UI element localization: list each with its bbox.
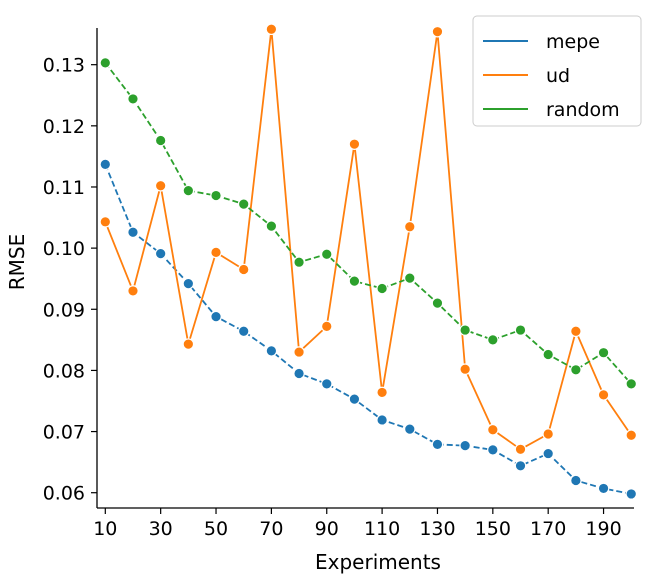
- data-point-random: [237, 198, 250, 210]
- data-point-ud: [597, 389, 610, 401]
- data-point-random: [431, 297, 444, 309]
- x-tick-label: 10: [93, 518, 117, 540]
- data-point-mepe: [431, 438, 444, 451]
- data-point-random: [265, 220, 278, 232]
- y-tick-label: 0.07: [43, 422, 85, 444]
- legend: mepe ud random: [472, 15, 642, 127]
- data-point-mepe: [459, 439, 471, 452]
- y-tick-label: 0.10: [43, 238, 85, 260]
- data-point-ud: [237, 263, 250, 276]
- data-point-ud: [514, 443, 527, 456]
- y-tick-label: 0.08: [43, 360, 85, 382]
- data-point-mepe: [625, 488, 638, 500]
- data-point-ud: [542, 428, 554, 440]
- y-axis-title: RMSE: [5, 234, 29, 290]
- data-point-mepe: [127, 226, 139, 239]
- data-point-mepe: [99, 158, 112, 171]
- data-point-mepe: [237, 325, 250, 338]
- data-point-mepe: [376, 414, 388, 426]
- y-tick-label: 0.09: [43, 299, 85, 321]
- data-point-ud: [403, 220, 416, 233]
- data-point-ud: [487, 423, 499, 436]
- data-point-ud: [127, 285, 139, 297]
- data-point-mepe: [570, 474, 582, 487]
- data-point-ud: [431, 25, 444, 38]
- data-point-random: [542, 348, 554, 361]
- data-point-ud: [293, 346, 305, 358]
- data-point-ud: [99, 216, 112, 228]
- x-tick-label: 130: [419, 518, 455, 540]
- y-tick-label: 0.12: [43, 116, 85, 138]
- data-point-random: [570, 364, 582, 376]
- data-point-random: [99, 57, 112, 69]
- legend-label-mepe: mepe: [546, 31, 600, 53]
- data-point-random: [597, 346, 610, 359]
- data-point-ud: [320, 320, 333, 333]
- data-point-random: [459, 324, 471, 336]
- data-point-ud: [265, 23, 278, 36]
- data-point-ud: [376, 386, 388, 399]
- data-point-mepe: [210, 310, 222, 323]
- data-point-mepe: [154, 247, 167, 260]
- data-point-mepe: [320, 378, 333, 390]
- data-point-mepe: [514, 460, 527, 472]
- x-tick-label: 170: [530, 518, 566, 540]
- data-point-ud: [182, 338, 195, 350]
- data-point-mepe: [542, 447, 554, 460]
- data-point-random: [514, 324, 527, 336]
- data-point-ud: [570, 325, 582, 338]
- legend-label-ud: ud: [546, 65, 570, 87]
- data-point-random: [348, 275, 361, 287]
- data-point-ud: [625, 429, 638, 442]
- legend-frame: [472, 15, 642, 127]
- x-tick-label: 70: [259, 518, 283, 540]
- x-tick-label: 110: [364, 518, 400, 540]
- data-point-mepe: [348, 393, 361, 405]
- data-point-random: [403, 272, 416, 284]
- x-axis-title: Experiments: [315, 550, 441, 574]
- ticks-layer: 10 30 50 70 90 110 130 150 170 190 0.06 0.07 0.08 0.0…: [43, 55, 622, 540]
- y-tick-label: 0.13: [43, 55, 85, 77]
- legend-label-random: random: [546, 99, 620, 121]
- data-point-random: [487, 334, 499, 346]
- data-point-random: [154, 134, 167, 147]
- data-point-ud: [459, 363, 471, 375]
- series-layer: [99, 23, 638, 500]
- data-point-random: [376, 282, 388, 295]
- y-tick-label: 0.11: [43, 177, 85, 199]
- data-point-random: [210, 189, 222, 202]
- series-line-mepe: [104, 164, 632, 495]
- x-tick-label: 30: [149, 518, 173, 540]
- data-point-mepe: [293, 367, 305, 380]
- data-point-random: [293, 256, 305, 268]
- data-point-random: [182, 184, 195, 197]
- data-point-random: [320, 248, 333, 261]
- data-point-ud: [348, 138, 361, 150]
- data-point-ud: [210, 246, 222, 259]
- data-point-ud: [154, 179, 167, 192]
- data-point-mepe: [597, 482, 610, 495]
- data-point-random: [127, 93, 139, 105]
- y-tick-label: 0.06: [43, 483, 85, 505]
- data-point-mepe: [487, 444, 499, 456]
- data-point-mepe: [182, 277, 195, 290]
- x-tick-label: 90: [315, 518, 339, 540]
- data-point-mepe: [403, 423, 416, 435]
- data-point-mepe: [265, 345, 278, 357]
- x-tick-label: 190: [585, 518, 621, 540]
- data-point-random: [625, 378, 638, 390]
- x-tick-label: 50: [204, 518, 228, 540]
- axes-layer: [96, 28, 634, 509]
- x-tick-label: 150: [475, 518, 511, 540]
